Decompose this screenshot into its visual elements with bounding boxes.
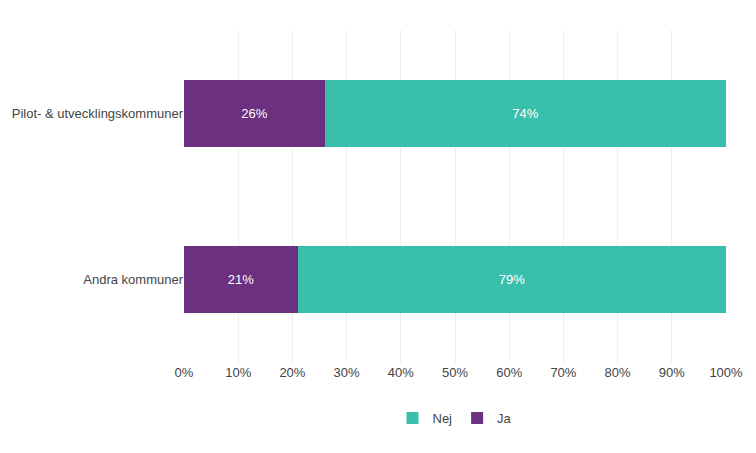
svg-text:Pilot- & utvecklingskommuner: Pilot- & utvecklingskommuner: [12, 106, 184, 121]
svg-text:90%: 90%: [659, 365, 685, 380]
svg-text:Andra kommuner: Andra kommuner: [83, 272, 183, 287]
svg-text:20%: 20%: [279, 365, 305, 380]
svg-text:26%: 26%: [241, 106, 267, 121]
svg-text:100%: 100%: [709, 365, 743, 380]
svg-text:50%: 50%: [442, 365, 468, 380]
svg-text:79%: 79%: [499, 272, 525, 287]
svg-text:21%: 21%: [228, 272, 254, 287]
svg-text:70%: 70%: [550, 365, 576, 380]
svg-text:74%: 74%: [512, 106, 538, 121]
svg-text:0%: 0%: [175, 365, 194, 380]
svg-text:Ja: Ja: [497, 411, 512, 426]
svg-text:60%: 60%: [496, 365, 522, 380]
svg-text:Nej: Nej: [433, 411, 453, 426]
svg-text:10%: 10%: [225, 365, 251, 380]
svg-text:80%: 80%: [605, 365, 631, 380]
svg-text:40%: 40%: [388, 365, 414, 380]
svg-text:30%: 30%: [334, 365, 360, 380]
